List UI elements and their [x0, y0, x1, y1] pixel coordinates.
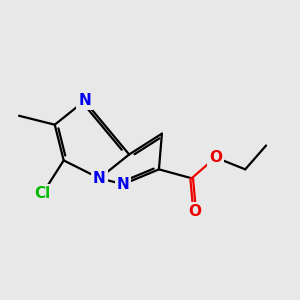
Text: O: O: [209, 150, 222, 165]
Text: Cl: Cl: [35, 186, 51, 201]
Text: N: N: [93, 171, 106, 186]
Text: N: N: [78, 93, 91, 108]
Text: O: O: [188, 203, 201, 218]
Text: N: N: [117, 177, 130, 192]
